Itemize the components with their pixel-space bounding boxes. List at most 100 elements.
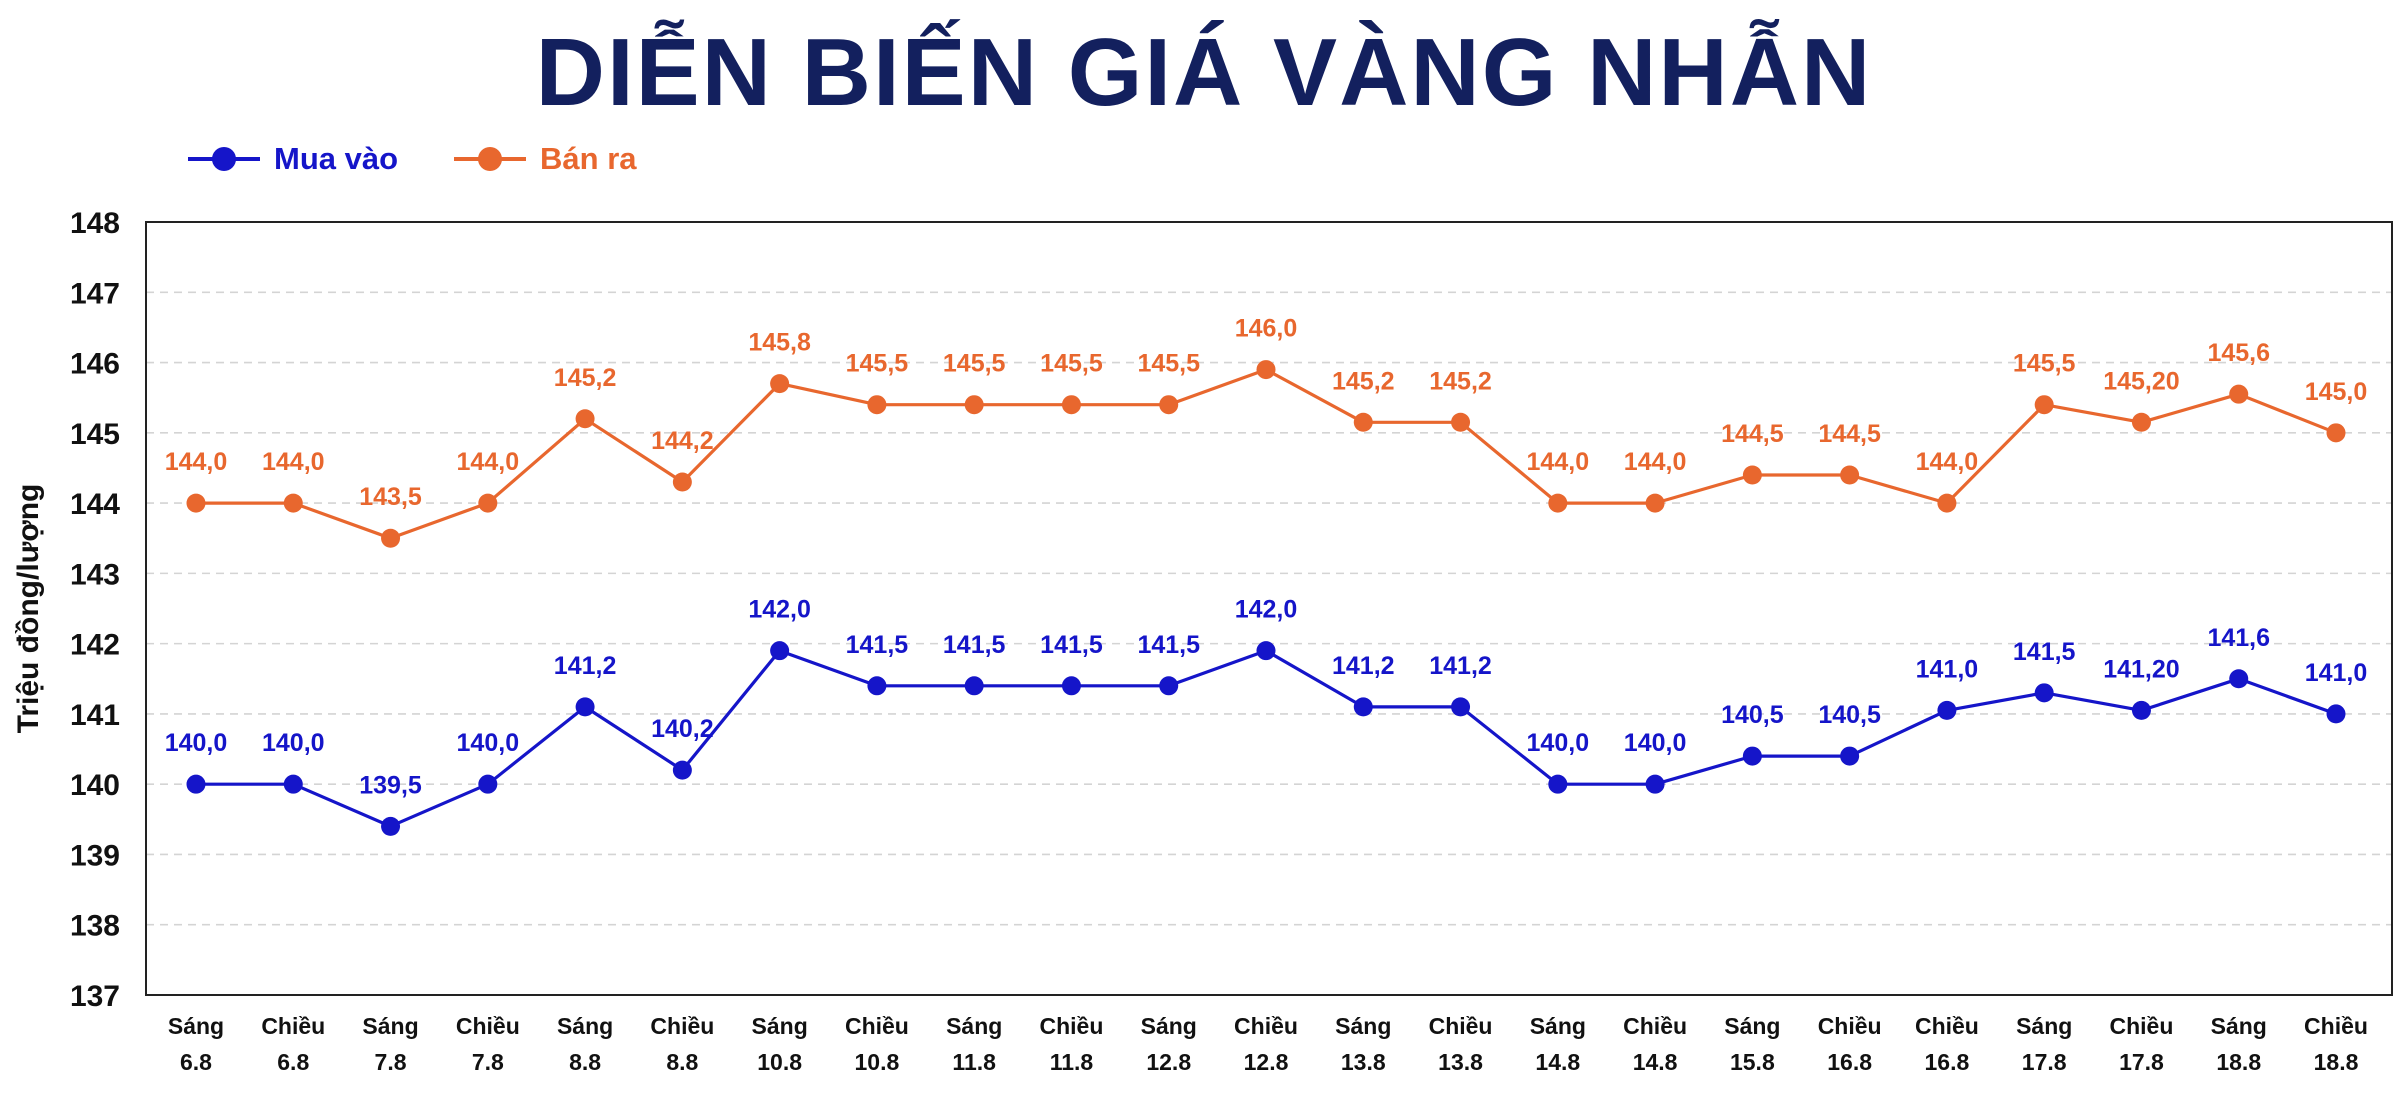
data-label-buy: 140,0 xyxy=(262,729,325,757)
point-buy xyxy=(1645,774,1665,794)
data-label-buy: 142,0 xyxy=(748,596,811,624)
point-buy xyxy=(964,676,984,696)
data-label-sell: 145,5 xyxy=(846,350,909,378)
data-label-sell: 144,0 xyxy=(457,448,520,476)
data-label-sell: 145,6 xyxy=(2207,339,2270,367)
data-label-buy: 140,0 xyxy=(1624,729,1687,757)
data-label-buy: 140,0 xyxy=(1527,729,1590,757)
legend-item-buy: Mua vào xyxy=(188,139,398,179)
point-buy xyxy=(1353,697,1373,717)
y-tick-label: 142 xyxy=(70,629,120,662)
x-tick-label: 10.8 xyxy=(855,1049,900,1075)
x-tick-label: 18.8 xyxy=(2314,1049,2359,1075)
data-label-buy: 140,5 xyxy=(1721,701,1784,729)
data-label-buy: 141,0 xyxy=(1916,655,1979,683)
data-label-sell: 144,0 xyxy=(1527,448,1590,476)
data-label-sell: 146,0 xyxy=(1235,315,1298,343)
point-buy xyxy=(283,774,303,794)
point-buy xyxy=(2131,700,2151,720)
y-tick-label: 140 xyxy=(70,769,120,802)
y-tick-label: 146 xyxy=(70,348,120,381)
x-tick-label: Chiều xyxy=(2304,1013,2368,1039)
point-sell xyxy=(1061,395,1081,415)
data-label-sell: 144,0 xyxy=(262,448,325,476)
x-tick-label: 7.8 xyxy=(472,1049,504,1075)
point-sell xyxy=(770,374,790,394)
x-tick-label: 8.8 xyxy=(569,1049,601,1075)
point-buy xyxy=(186,774,206,794)
point-buy xyxy=(770,641,790,661)
x-tick-label: Sáng xyxy=(1335,1013,1391,1039)
data-label-sell: 144,0 xyxy=(1624,448,1687,476)
legend-swatch-buy xyxy=(188,139,260,179)
data-label-sell: 145,2 xyxy=(1429,367,1492,395)
x-tick-label: 17.8 xyxy=(2022,1049,2067,1075)
data-label-buy: 140,0 xyxy=(165,729,228,757)
x-tick-label: 18.8 xyxy=(2216,1049,2261,1075)
x-tick-label: 10.8 xyxy=(757,1049,802,1075)
point-sell xyxy=(1451,412,1471,432)
point-sell xyxy=(478,493,498,513)
point-buy xyxy=(1061,676,1081,696)
point-sell xyxy=(2229,384,2249,404)
data-label-buy: 141,6 xyxy=(2207,624,2270,652)
x-tick-label: 12.8 xyxy=(1244,1049,1289,1075)
x-tick-label: 13.8 xyxy=(1341,1049,1386,1075)
x-tick-label: Chiều xyxy=(1818,1013,1882,1039)
x-tick-label: 14.8 xyxy=(1633,1049,1678,1075)
point-sell xyxy=(186,493,206,513)
data-label-buy: 140,0 xyxy=(457,729,520,757)
data-label-sell: 143,5 xyxy=(359,483,422,511)
point-buy xyxy=(1937,700,1957,720)
point-sell xyxy=(2326,423,2346,443)
plot-frame xyxy=(145,221,2393,996)
data-label-buy: 141,20 xyxy=(2103,655,2179,683)
x-tick-label: Sáng xyxy=(1724,1013,1780,1039)
data-label-sell: 145,5 xyxy=(943,350,1006,378)
x-tick-label: Sáng xyxy=(2211,1013,2267,1039)
x-tick-label: 14.8 xyxy=(1535,1049,1580,1075)
y-tick-label: 144 xyxy=(70,488,120,521)
point-sell xyxy=(1256,360,1276,380)
x-tick-label: 6.8 xyxy=(277,1049,309,1075)
point-sell xyxy=(575,409,595,429)
legend-item-sell: Bán ra xyxy=(454,139,637,179)
point-sell xyxy=(672,472,692,492)
y-tick-label: 143 xyxy=(70,558,120,591)
x-tick-label: 11.8 xyxy=(1050,1049,1094,1075)
x-tick-label: Chiều xyxy=(1429,1013,1493,1039)
point-buy xyxy=(1840,746,1860,766)
point-buy xyxy=(2326,704,2346,724)
x-tick-label: 12.8 xyxy=(1146,1049,1191,1075)
data-label-buy: 140,5 xyxy=(1818,701,1881,729)
x-tick-label: Chiều xyxy=(650,1013,714,1039)
data-label-buy: 141,5 xyxy=(1137,631,1200,659)
axis-layer: 137 138 139 140 141 142 143 144 145 146 147 148 Triệ… xyxy=(12,207,2393,1075)
point-buy xyxy=(2229,669,2249,689)
data-label-sell: 145,0 xyxy=(2305,378,2368,406)
data-label-sell: 145,20 xyxy=(2103,367,2179,395)
point-buy xyxy=(672,760,692,780)
data-label-buy: 142,0 xyxy=(1235,596,1298,624)
x-tick-label: Sáng xyxy=(946,1013,1002,1039)
point-buy xyxy=(381,816,401,836)
data-label-buy: 139,5 xyxy=(359,771,422,799)
data-label-buy: 141,5 xyxy=(2013,638,2076,666)
x-tick-label: Sáng xyxy=(1530,1013,1586,1039)
data-label-layer: 140,0 140,0 139,5 140,0 141,2 140,2 142,0 141,5… xyxy=(165,315,2368,800)
x-tick-label: Chiều xyxy=(1915,1013,1979,1039)
y-tick-label: 148 xyxy=(70,207,120,240)
y-tick-label: 141 xyxy=(70,699,120,732)
point-buy xyxy=(1548,774,1568,794)
x-tick-label: 11.8 xyxy=(952,1049,996,1075)
point-sell xyxy=(1840,465,1860,485)
x-tick-label: Chiều xyxy=(1234,1013,1298,1039)
x-tick-label: 16.8 xyxy=(1827,1049,1872,1075)
data-label-sell: 144,0 xyxy=(165,448,228,476)
point-buy xyxy=(1256,641,1276,661)
x-tick-label: 17.8 xyxy=(2119,1049,2164,1075)
data-label-buy: 140,2 xyxy=(651,715,714,743)
point-sell xyxy=(1742,465,1762,485)
y-tick-label: 139 xyxy=(70,839,120,872)
